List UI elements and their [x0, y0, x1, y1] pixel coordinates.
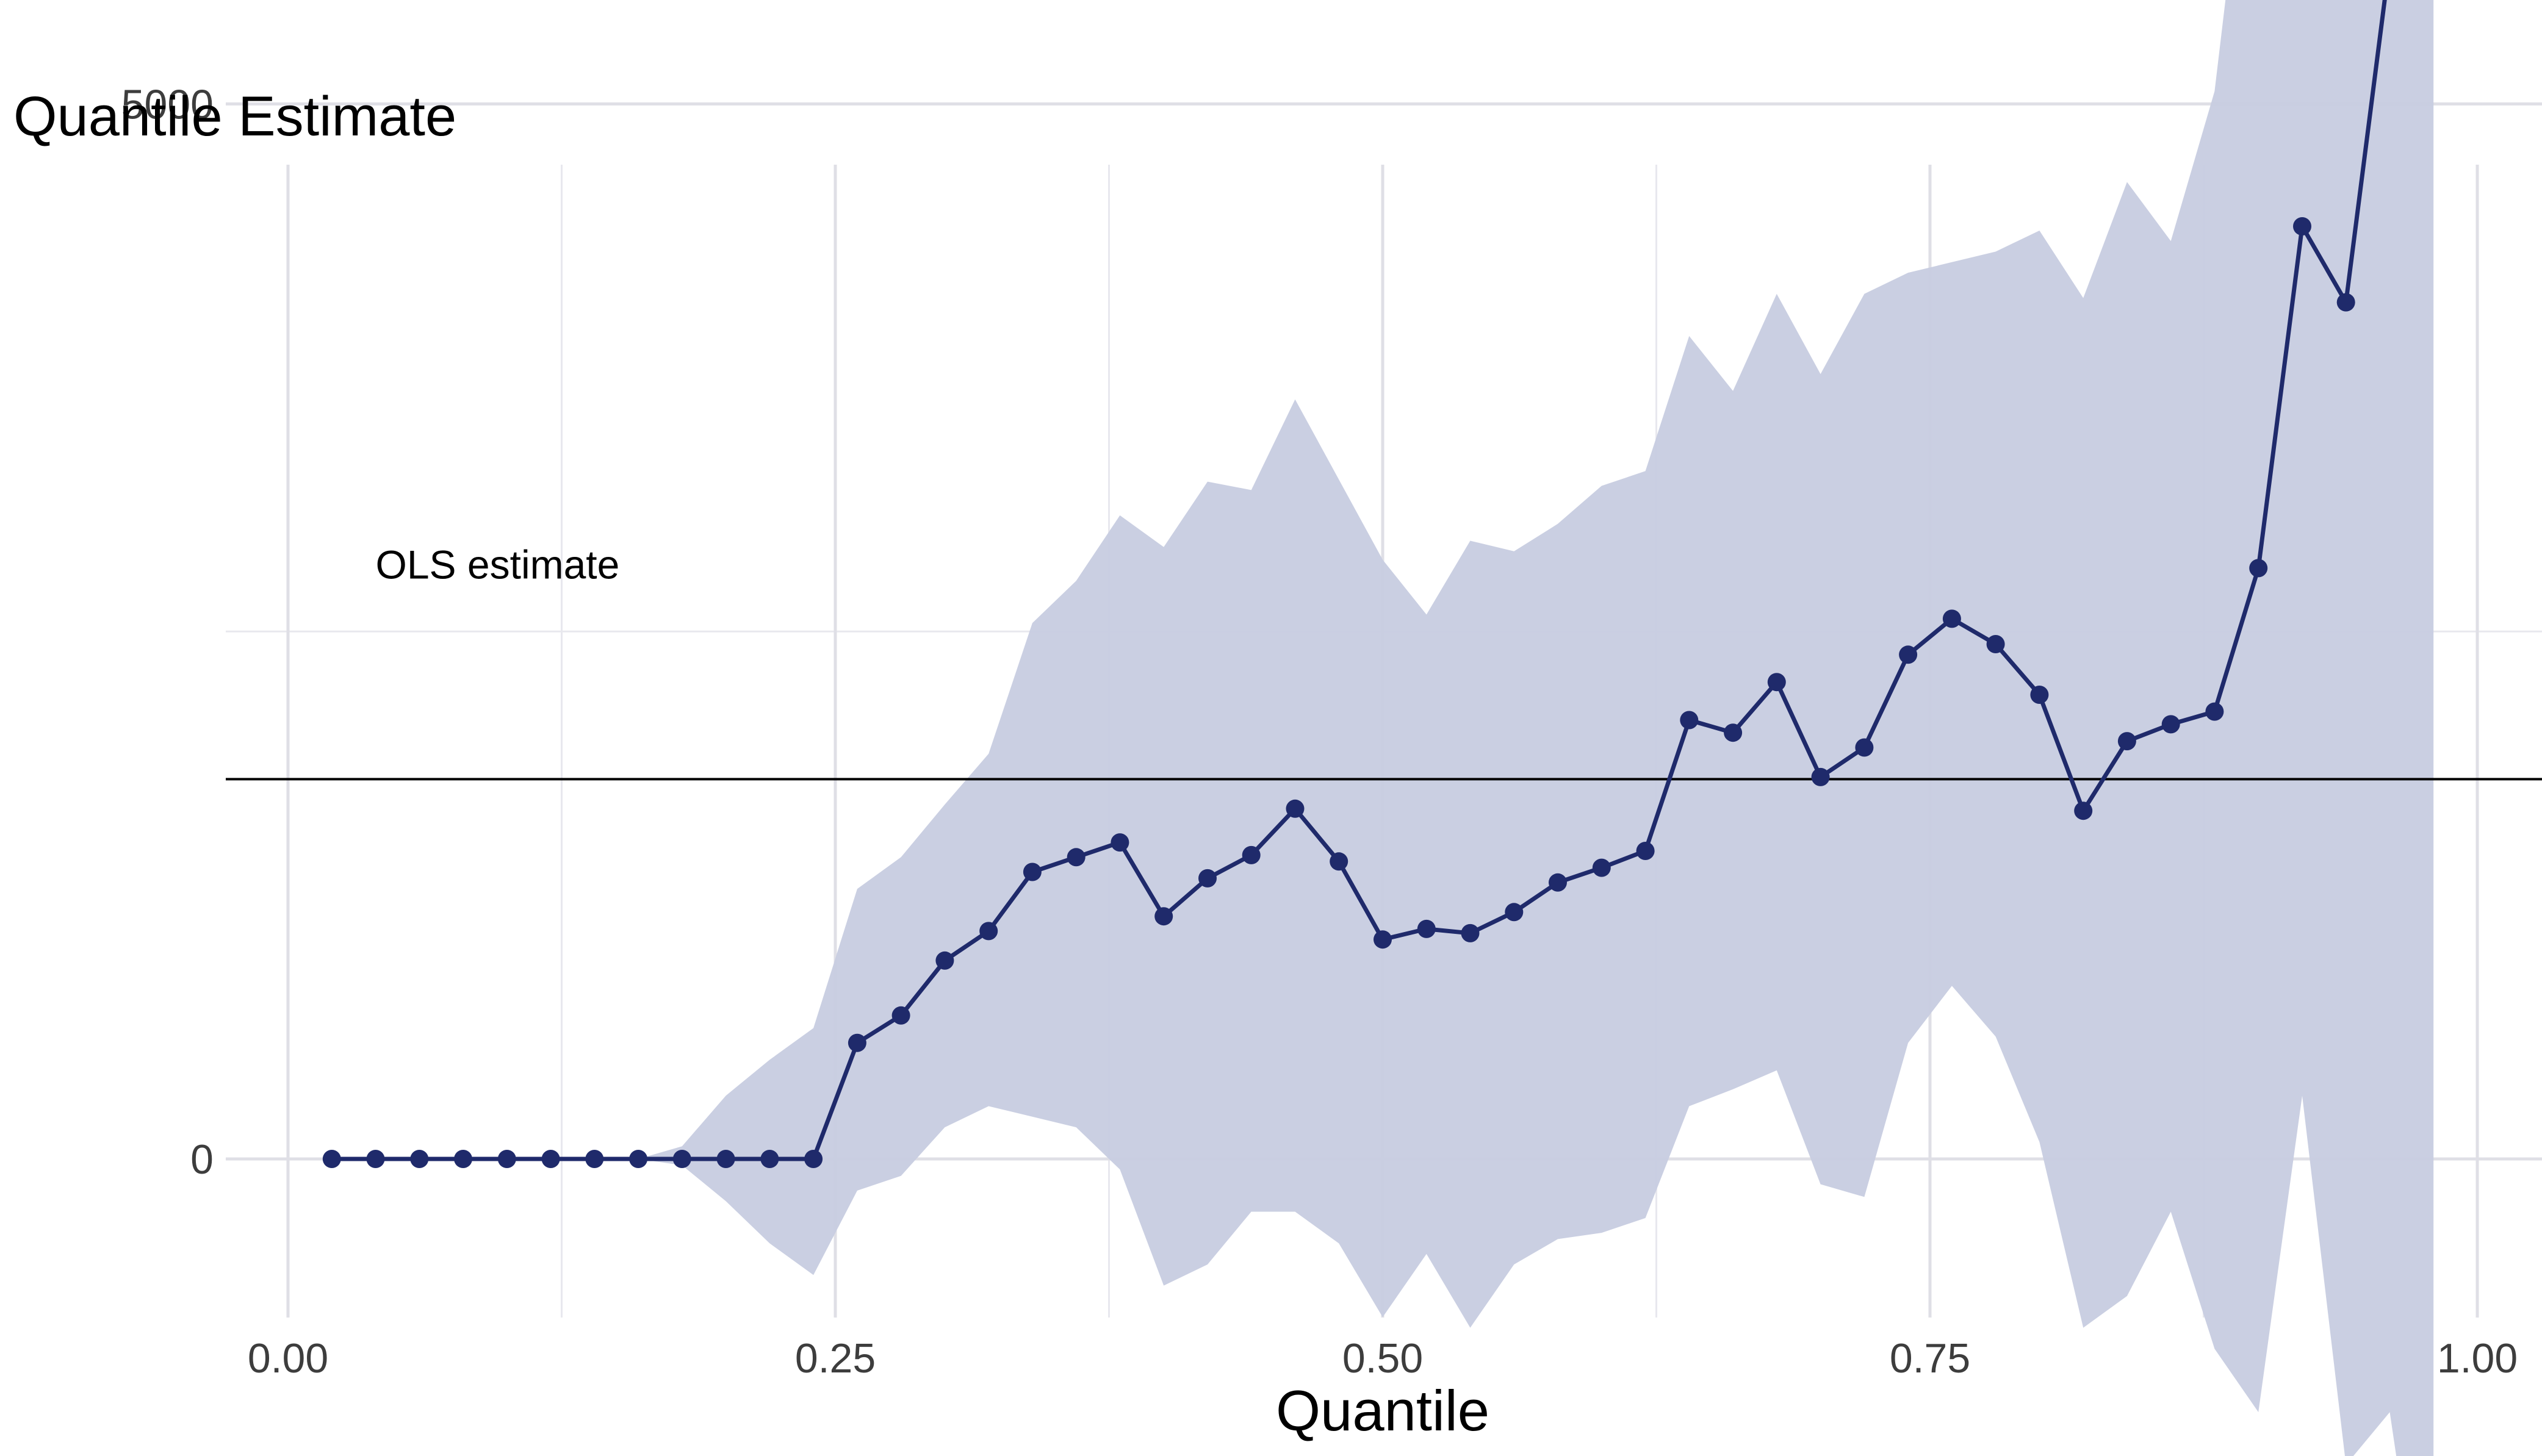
data-point [585, 1150, 604, 1168]
data-point [1111, 833, 1129, 852]
data-point [322, 1150, 341, 1168]
data-point [1549, 873, 1567, 892]
confidence-band [331, 0, 2434, 1456]
data-point [1154, 907, 1173, 926]
data-point [716, 1150, 735, 1168]
data-point [1767, 673, 1786, 692]
data-point [541, 1150, 560, 1168]
x-tick-label: 0.50 [1342, 1335, 1423, 1382]
x-tick-label: 1.00 [2437, 1335, 2518, 1382]
data-point [2336, 293, 2355, 312]
data-point [891, 1006, 910, 1025]
data-point [1374, 930, 1392, 949]
data-point [2249, 559, 2268, 578]
y-tick-label: 0 [190, 1136, 214, 1183]
data-point [1942, 609, 1961, 628]
data-point [1986, 635, 2005, 653]
data-point [2205, 702, 2224, 721]
data-point [1330, 852, 1348, 871]
chart-title: Quantile Estimate [13, 85, 456, 148]
data-point [1417, 919, 1436, 938]
data-point [366, 1150, 385, 1168]
data-point [2074, 802, 2093, 820]
data-point [760, 1150, 779, 1168]
data-point [935, 951, 954, 970]
x-tick-label: 0.75 [1890, 1335, 1970, 1382]
data-point [1067, 848, 1086, 867]
data-point [1592, 858, 1611, 877]
data-point [1636, 842, 1655, 860]
x-axis-label: Quantile [1276, 1379, 1489, 1443]
ols-reference-label: OLS estimate [376, 542, 620, 587]
data-point [1680, 711, 1699, 730]
data-point [1811, 767, 1830, 786]
data-point [848, 1033, 866, 1052]
data-point [2030, 686, 2049, 704]
data-point [629, 1150, 648, 1168]
data-point [1286, 799, 1305, 818]
data-point [672, 1150, 691, 1168]
data-point [1505, 903, 1524, 922]
data-point [1724, 723, 1743, 742]
x-tick-label: 0.25 [795, 1335, 876, 1382]
data-point [1899, 645, 1918, 664]
data-point [454, 1150, 472, 1168]
data-point [979, 922, 998, 941]
data-point [804, 1150, 823, 1168]
x-tick-labels: 0.00 0.25 0.50 0.75 1.00 [248, 1335, 2518, 1382]
data-point [1023, 862, 1042, 881]
data-point [497, 1150, 516, 1168]
data-point [1242, 845, 1261, 864]
y-tick-labels: 05000100001500020000 [121, 81, 214, 1183]
data-point [410, 1150, 429, 1168]
y-tick-label: 5000 [121, 81, 214, 127]
data-point [2117, 732, 2136, 751]
data-point [1461, 923, 1480, 942]
data-point [2293, 217, 2311, 235]
x-tick-label: 0.00 [248, 1335, 328, 1382]
data-point [2161, 715, 2180, 734]
data-point [1198, 869, 1217, 888]
data-point [1855, 738, 1874, 757]
data-points [322, 217, 2355, 1168]
